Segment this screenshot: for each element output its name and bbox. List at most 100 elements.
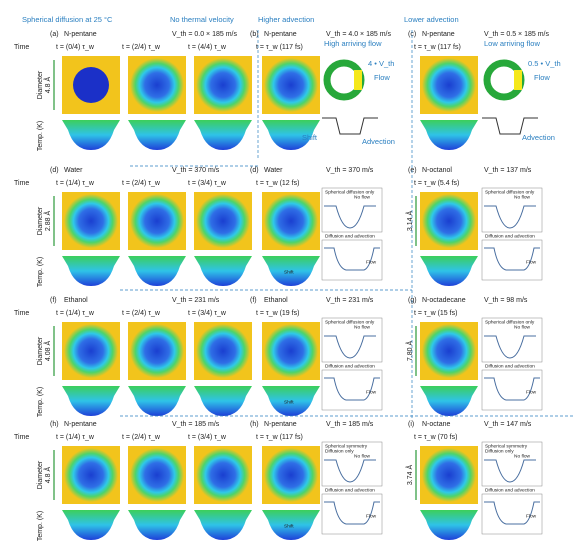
sketch-profile <box>324 205 376 229</box>
liquid-name: Ethanol <box>264 297 288 304</box>
scale-label: 3.14 Å <box>405 211 414 232</box>
time-label: t = (1/4) τ_w <box>56 434 95 441</box>
time-label: t = (4/4) τ_w <box>188 44 227 51</box>
note: Low arriving flow <box>484 39 540 48</box>
sketch-profile <box>484 335 536 359</box>
note: Flow <box>526 259 537 265</box>
time-label: t = (2/4) τ_w <box>122 310 161 317</box>
note: Diffusion and advection <box>485 233 535 239</box>
note: Flow <box>526 513 537 519</box>
droplet <box>264 58 318 112</box>
scale-label: 4.8 Å <box>43 467 52 484</box>
droplet <box>264 324 318 378</box>
axis-label: Temp. (K) <box>37 121 44 151</box>
note: Spherical symmetry <box>325 443 368 449</box>
note: Flow <box>526 389 537 395</box>
note: No flow <box>514 453 531 459</box>
sketch-box <box>321 187 383 233</box>
sketch-profile <box>484 247 540 271</box>
note: Shift <box>302 133 318 142</box>
velocity: V_th = 370 m/s <box>326 167 374 174</box>
header-label: Spherical diffusion at 25 °C <box>22 15 113 24</box>
temp-profile <box>128 386 186 416</box>
liquid-name: Ethanol <box>64 297 88 304</box>
droplet <box>130 194 184 248</box>
velocity: V_th = 231 m/s <box>326 297 374 304</box>
panel-label: (b) <box>250 31 259 38</box>
time-label: t = (3/4) τ_w <box>188 180 227 187</box>
axis-label: Time <box>14 434 29 441</box>
temp-profile <box>194 386 252 416</box>
droplet <box>196 194 250 248</box>
note: Spherical diffusion only <box>325 319 375 325</box>
time-label: t = τ_w (19 fs) <box>256 310 299 317</box>
liquid-name: N-octane <box>422 421 451 428</box>
note: No flow <box>514 194 531 200</box>
temp-profile <box>262 120 320 150</box>
temp-profile <box>262 256 320 286</box>
time-label: t = (1/4) τ_w <box>56 180 95 187</box>
sketch-box <box>321 369 383 411</box>
liquid-name: N-pentane <box>64 421 97 428</box>
axis-label: Temp. (K) <box>37 387 44 417</box>
sketch-box <box>481 441 543 487</box>
header-label: Higher advection <box>258 15 314 24</box>
sketch-profile <box>322 117 378 135</box>
panel-label: (d) <box>50 167 59 174</box>
sketch-box <box>481 369 543 411</box>
time-label: t = (2/4) τ_w <box>122 434 161 441</box>
velocity: V_th = 137 m/s <box>484 167 532 174</box>
temp-profile <box>62 256 120 286</box>
sketch-box <box>321 493 383 535</box>
temp-profile <box>128 120 186 150</box>
temp-profile <box>262 510 320 540</box>
sketch-box <box>481 493 543 535</box>
sketch-box <box>321 317 383 363</box>
axis-label: Diameter <box>37 460 44 489</box>
sketch-box <box>481 187 543 233</box>
scale-label: 3.74 Å <box>405 465 414 486</box>
scale-label: 4.08 Å <box>43 341 52 362</box>
axis-label: Diameter <box>37 336 44 365</box>
note: Shift <box>284 399 294 405</box>
note: High arriving flow <box>324 39 382 48</box>
axis-label: Diameter <box>37 206 44 235</box>
note: Diffusion and advection <box>325 233 375 239</box>
temp-profile <box>194 256 252 286</box>
droplet <box>422 324 476 378</box>
note: Diffusion only <box>485 448 514 454</box>
velocity: V_th = 98 m/s <box>484 297 528 304</box>
velocity: V_th = 147 m/s <box>484 421 532 428</box>
velocity: V_th = 4.0 × 185 m/s <box>326 31 391 38</box>
droplet <box>422 58 476 112</box>
sketch-profile <box>324 335 376 359</box>
note: 4 • V_th <box>368 59 394 68</box>
note: Flow <box>374 73 390 82</box>
liquid-name: N-pentane <box>264 421 297 428</box>
droplet <box>130 324 184 378</box>
scale-label: 7.80 Å <box>405 341 414 362</box>
header-label: Lower advection <box>404 15 459 24</box>
note: Advection <box>522 133 555 142</box>
note: Advection <box>362 137 395 146</box>
panel-label: (h) <box>250 421 259 428</box>
scale-label: 2.88 Å <box>43 211 52 232</box>
sketch-profile <box>484 205 536 229</box>
axis-label: Temp. (K) <box>37 257 44 287</box>
droplet <box>196 324 250 378</box>
time-label: t = τ_w (12 fs) <box>256 180 299 187</box>
temp-profile <box>128 510 186 540</box>
note: Flow <box>366 259 377 265</box>
time-label: t = τ_w (15 fs) <box>414 310 457 317</box>
liquid-name: Water <box>64 167 83 174</box>
note: 0.5 • V_th <box>528 59 561 68</box>
droplet <box>264 448 318 502</box>
time-label: t = τ_w (117 fs) <box>256 434 303 441</box>
axis-label: Temp. (K) <box>37 511 44 541</box>
note: No flow <box>354 324 371 330</box>
time-label: t = (3/4) τ_w <box>188 434 227 441</box>
droplet <box>64 448 118 502</box>
time-label: t = (1/4) τ_w <box>56 310 95 317</box>
liquid-name: Water <box>264 167 283 174</box>
